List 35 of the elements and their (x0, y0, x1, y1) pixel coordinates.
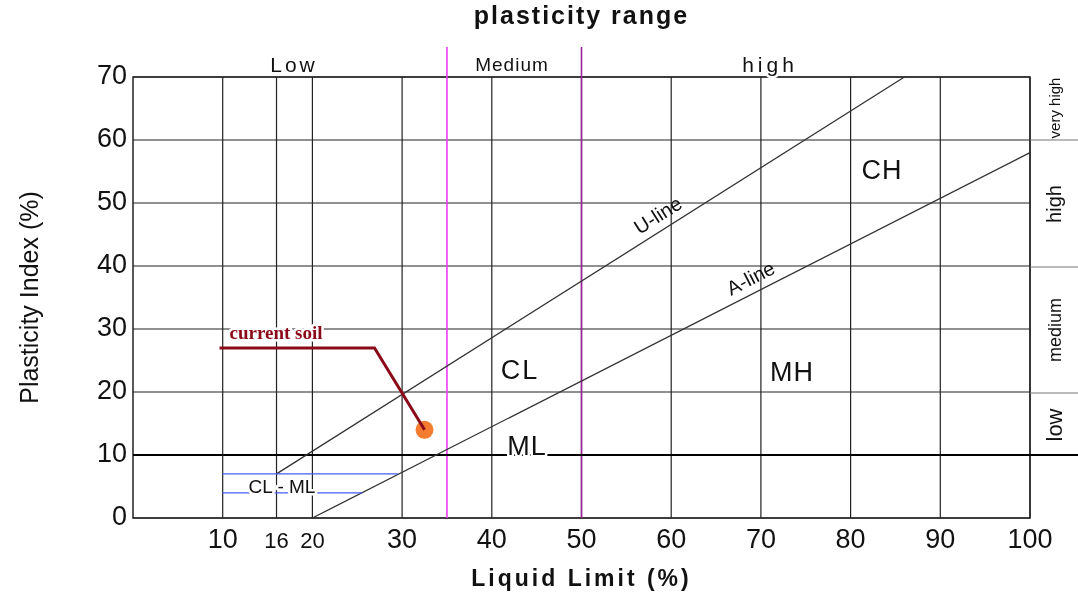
text: U-line (629, 191, 686, 239)
y-tick-label: 40 (96, 249, 127, 280)
x-tick-label: 16 (264, 528, 289, 553)
y-tick-label: 20 (96, 375, 127, 406)
x-tick-label: 50 (566, 524, 597, 554)
x-tick-label: 30 (387, 524, 418, 554)
x-tick-label: 80 (835, 524, 866, 554)
y-tick-label: 30 (96, 312, 127, 343)
y-tick-label: 50 (96, 186, 127, 217)
y-tick-label: 60 (96, 123, 127, 154)
text: high (742, 52, 798, 76)
text: very high (1045, 77, 1063, 139)
annotation: CL (500, 355, 540, 386)
text: Low (270, 52, 318, 76)
text: Medium (475, 54, 549, 76)
y-tick-label: 10 (96, 438, 127, 469)
chart-title: plasticity range (473, 1, 690, 29)
text: low (1041, 408, 1067, 442)
y-tick-label: 70 (96, 60, 127, 91)
x-tick-label: 70 (745, 524, 776, 554)
x-tick-label: 90 (925, 524, 956, 554)
x-tick-label: 60 (656, 524, 687, 554)
x-tick-label: 20 (300, 528, 325, 553)
x-tick-label: 40 (476, 524, 507, 554)
y-tick-label: 0 (111, 501, 127, 532)
text: medium (1044, 297, 1065, 363)
x-axis-title: Liquid Limit (%) (471, 565, 692, 591)
text: A-line (722, 256, 779, 300)
annotation: MH (770, 357, 814, 388)
annotation: CH (861, 155, 903, 186)
text: high (1043, 185, 1066, 223)
x-tick-label: 10 (207, 524, 238, 554)
y-axis-title: Plasticity Index (%) (15, 191, 43, 404)
x-tick-label: 100 (1007, 524, 1053, 554)
annotation: ML (507, 431, 547, 462)
